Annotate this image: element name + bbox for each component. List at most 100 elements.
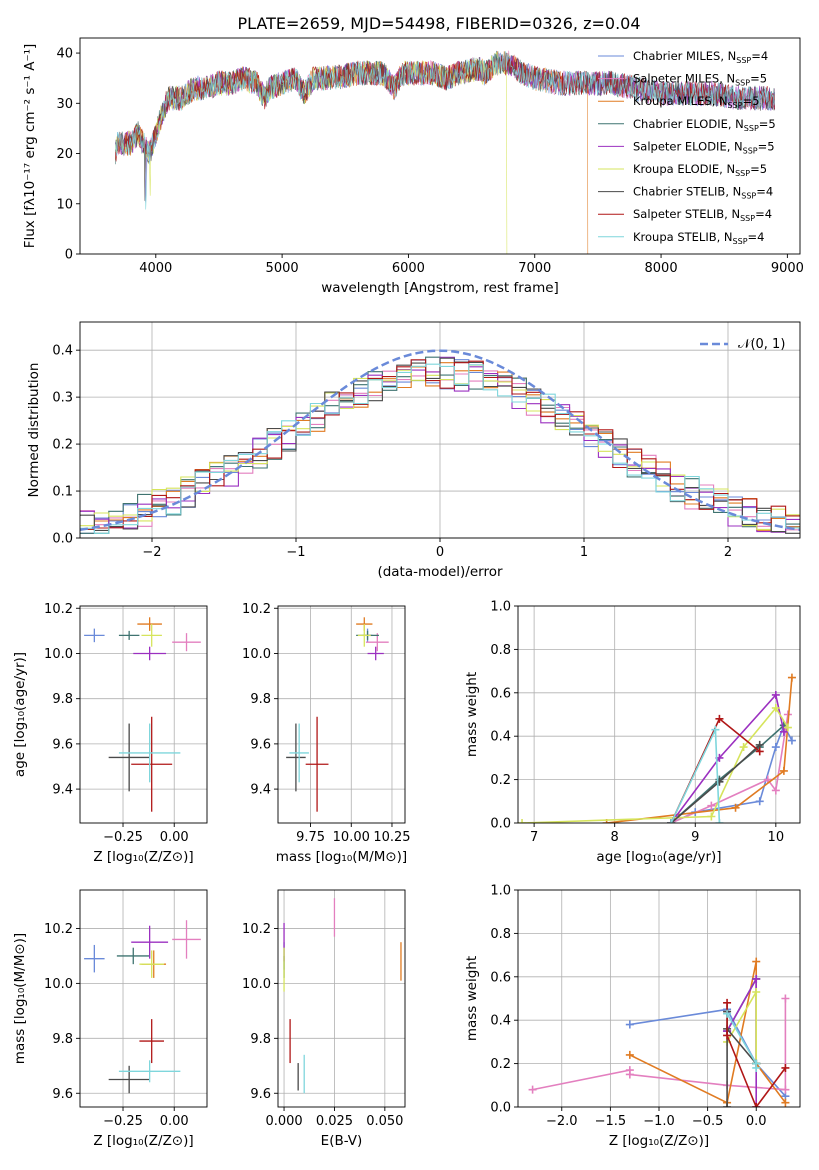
x-tick-label: −0.25 [103,1114,143,1129]
axes-frame [79,605,208,824]
y-tick-label: 10.0 [44,977,73,992]
y-tick-label: 9.6 [52,737,73,752]
weight-marker [779,766,788,775]
legend-label: Kroupa ELODIE, NSSP=5 [633,162,767,178]
y-tick-label: 0.0 [490,1101,511,1116]
weight-marker [781,1098,790,1107]
plot-area-age-vs-mass [286,617,389,812]
weight-marker [771,703,780,712]
x-tick-label: 1 [580,545,588,560]
legend-subscript: SSP [728,101,743,110]
plot-area-age-vs-Z [84,617,201,812]
y-tick-label: 9.6 [250,1087,271,1102]
weight-marker [781,1063,790,1072]
spectrum-line [115,51,775,210]
legend: Chabrier MILES, NSSP=4 Salpeter MILES, NS… [598,49,776,246]
x-tick-label: 7 [530,830,538,845]
weight-marker [731,803,740,812]
weight-marker [723,1009,732,1018]
y-tick-label: 10.0 [242,647,271,662]
legend-nssp: =4 [755,207,772,221]
legend-label: Chabrier STELIB, NSSP=4 [633,185,773,201]
x-tick-label: 9.75 [296,830,325,845]
weight-marker [787,673,796,682]
y-tick-label: 10 [56,197,73,212]
legend-nssp: =5 [750,72,767,86]
x-tick-label: 10.00 [333,830,370,845]
y-axis-label: mass weight [464,956,480,1041]
weight-marker [787,736,796,745]
axes-frame [79,37,801,255]
x-tick-label: 0.000 [265,1114,302,1129]
y-tick-label: 0.0 [52,532,73,547]
weight-marker [625,1070,634,1079]
x-tick-label: 4000 [139,261,172,276]
legend-subscript: SSP [744,124,759,133]
weight-marker [755,797,764,806]
x-tick-label: −2 [142,545,161,560]
x-tick-label: −1 [286,545,305,560]
weight-line [726,1013,757,1068]
weight-marker [707,812,716,821]
y-tick-label: 9.8 [250,692,271,707]
axes-frame [79,889,208,1108]
x-tick-label: 0.025 [316,1114,353,1129]
y-tick-label: 0.3 [52,391,73,406]
weight-marker [723,998,732,1007]
y-tick-label: 1.0 [490,884,511,899]
plot-area-spectrum [115,50,775,254]
x-tick-label: 7000 [518,261,551,276]
x-axis-label: (data-model)/error [377,564,503,580]
x-tick-label: −1.5 [595,1114,627,1129]
y-tick-label: 0.4 [490,730,511,745]
weight-marker [625,1050,634,1059]
x-tick-label: 9000 [771,261,804,276]
weight-line [726,989,757,1064]
y-tick-label: 9.6 [52,1087,73,1102]
axes-frame [277,889,406,1108]
legend-subscript: SSP [735,79,750,88]
legend-subscript: SSP [733,237,748,246]
x-tick-label: 10 [768,830,785,845]
legend-subscript: SSP [743,146,758,155]
y-tick-label: 10.2 [44,602,73,617]
legend-label: Salpeter MILES, NSSP=5 [633,72,767,88]
y-tick-label: 0.2 [52,438,73,453]
panel-mass-weight-vs-Z: −2.0 −1.5 −1.0 −0.5 0.0 0.0 0.2 0.4 0.6 0.8 1.0 Z [… [464,884,801,1149]
legend-subscript: SSP [741,192,756,201]
legend-label: Kroupa STELIB, NSSP=4 [633,230,764,246]
y-tick-label: 0.6 [490,686,511,701]
histogram-step [80,363,800,534]
x-tick-label: 6000 [392,261,425,276]
histogram-step [80,357,800,534]
weight-marker [518,819,527,823]
y-tick-label: 10.0 [242,977,271,992]
weight-marker [771,743,780,752]
y-tick-label: 0.4 [52,344,73,359]
x-axis-label: mass [log₁₀(M/M⊙)] [276,849,407,865]
weight-marker [528,1085,537,1094]
legend-nssp: =5 [759,117,776,131]
weight-line [726,1011,757,1107]
y-tick-label: 0.8 [490,927,511,942]
panel-mass-vs-Z: −0.25 0.00 9.6 9.8 10.0 10.2 Z [log₁₀(Z/Z⊙)] ma… [12,889,208,1149]
y-tick-label: 10.2 [242,922,271,937]
y-axis-label: mass [log₁₀(M/M⊙)] [12,933,28,1064]
weight-marker [711,725,720,734]
axes-frame [517,605,801,824]
legend-subscript: SSP [740,214,755,223]
weight-marker [779,727,788,736]
legend-nssp: =5 [743,94,760,108]
plot-area-residuals [80,349,800,534]
y-tick-label: 20 [56,147,73,162]
weight-marker [771,786,780,795]
panel-spectrum: Chabrier MILES, NSSP=4 Salpeter MILES, NS… [22,37,804,296]
y-tick-label: 0.2 [490,773,511,788]
panel-mass-weight-vs-age: 7 8 9 10 0.0 0.2 0.4 0.6 0.8 1.0 age [log₁₀(age/yr… [464,600,801,865]
x-axis-label: Z [log₁₀(Z/Z⊙)] [93,849,193,865]
y-tick-label: 1.0 [490,600,511,615]
y-tick-label: 0 [65,248,73,263]
plot-area-mass-vs-ebv [283,898,402,1094]
normal-curve [80,349,800,532]
